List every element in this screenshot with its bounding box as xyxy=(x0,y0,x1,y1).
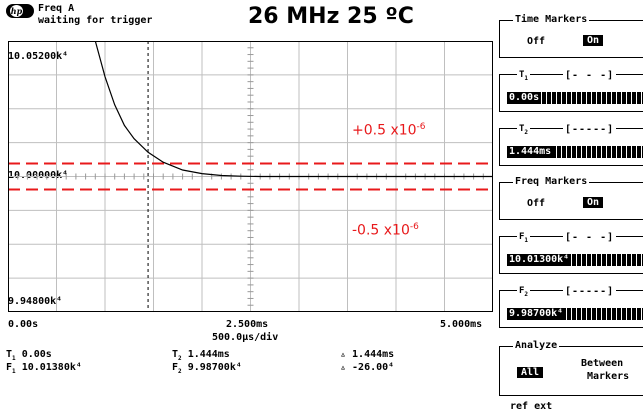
t1-label: T1 xyxy=(517,70,531,82)
analyze-between[interactable]: Between xyxy=(581,358,624,369)
readout-f1: F1 10.01380k⁴ xyxy=(6,362,82,375)
analyze-markers[interactable]: Markers xyxy=(587,371,630,382)
analyze-softkey[interactable]: Analyze All Between Markers xyxy=(497,340,643,396)
freq-markers-frame xyxy=(499,182,643,220)
page-title: 26 MHz 25 ºC xyxy=(248,4,414,29)
y-top-label: 10.05200k⁴ xyxy=(8,51,69,62)
frequency-plot[interactable] xyxy=(8,41,493,312)
analyze-frame xyxy=(499,346,643,396)
t2-value[interactable]: 1.444ms xyxy=(507,146,554,158)
readout-delta-f: ▵ -26.00⁴ xyxy=(340,362,395,373)
readout-f2: F2 9.98700k⁴ xyxy=(172,362,242,375)
t1-softkey[interactable]: T1 [- - -] 0.00s xyxy=(497,68,643,112)
freq-markers-on[interactable]: On xyxy=(583,197,604,208)
f1-softkey[interactable]: F1 [- - -] 10.01300k⁴ xyxy=(497,230,643,274)
reference-status: ref ext xyxy=(510,401,553,412)
x-right-label: 5.000ms xyxy=(440,319,483,330)
t2-brackets: [-----] xyxy=(563,124,617,135)
readout-t1: T1 0.00s xyxy=(6,349,52,362)
f2-value[interactable]: 9.98700k⁴ xyxy=(507,308,566,320)
t1-value[interactable]: 0.00s xyxy=(507,92,542,104)
x-mid-label: 2.500ms xyxy=(226,319,269,330)
trigger-status: waiting for trigger xyxy=(38,15,153,26)
plot-border xyxy=(8,41,493,312)
t2-label: T2 xyxy=(517,124,531,136)
f2-softkey[interactable]: F2 [-----] 9.98700k⁴ xyxy=(497,284,643,328)
upper-limit-label: +0.5 x10-6 xyxy=(352,122,426,139)
hp-logo-mark: hp xyxy=(10,5,23,17)
time-markers-softkey[interactable]: Time Markers Off On xyxy=(497,14,643,58)
f1-value[interactable]: 10.01300k⁴ xyxy=(507,254,572,266)
f1-label: F1 xyxy=(517,232,531,244)
readout-t2: T2 1.444ms xyxy=(172,349,230,362)
frequency-trace xyxy=(94,41,493,178)
analyze-title: Analyze xyxy=(513,340,560,351)
f2-label: F2 xyxy=(517,286,531,298)
measurement-label: Freq A xyxy=(38,3,75,14)
time-markers-frame xyxy=(499,20,643,58)
y-bottom-label: 9.94800k⁴ xyxy=(8,296,63,307)
lower-limit-label: -0.5 x10-6 xyxy=(352,222,419,239)
x-scale-label: 500.0µs/div xyxy=(212,332,279,343)
freq-markers-off[interactable]: Off xyxy=(527,198,546,209)
t1-brackets: [- - -] xyxy=(563,70,617,81)
f2-brackets: [-----] xyxy=(563,286,617,297)
time-markers-title: Time Markers xyxy=(513,14,590,25)
t2-softkey[interactable]: T2 [-----] 1.444ms xyxy=(497,122,643,166)
readout-delta-t: ▵ 1.444ms xyxy=(340,349,395,360)
freq-markers-softkey[interactable]: Freq Markers Off On xyxy=(497,176,643,220)
time-markers-off[interactable]: Off xyxy=(527,36,546,47)
f1-brackets: [- - -] xyxy=(563,232,617,243)
y-mid-label: 10.00000k⁴ xyxy=(8,170,69,181)
time-markers-on[interactable]: On xyxy=(583,35,604,46)
analyze-all[interactable]: All xyxy=(517,367,544,378)
x-left-label: 0.00s xyxy=(8,319,39,330)
freq-markers-title: Freq Markers xyxy=(513,176,590,187)
